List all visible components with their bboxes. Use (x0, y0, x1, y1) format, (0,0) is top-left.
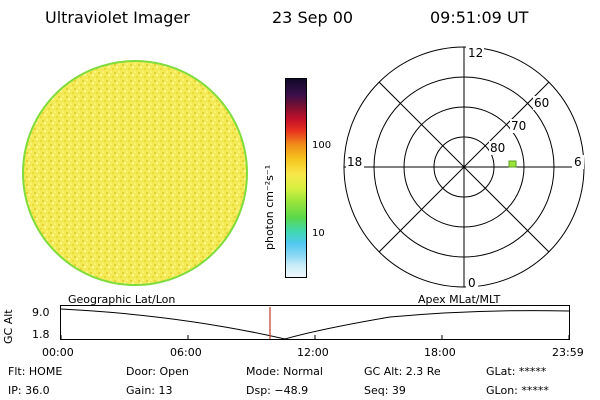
info-mode: Mode: Normal (246, 365, 323, 378)
info-glat: GLat: ***** (486, 365, 547, 378)
color-scale-bar (285, 78, 307, 278)
mlt-label-0: 0 (468, 276, 476, 290)
info-gc-alt: GC Alt: 2.3 Re (364, 365, 441, 378)
uv-image-disk (22, 60, 248, 286)
polar-mlat-mlt-plot: 12 18 6 0 80 70 60 (343, 46, 585, 290)
x-tick-1800: 18:00 (424, 346, 456, 359)
alt-tick-9: 9.0 (32, 306, 50, 319)
altitude-timeline-plot (60, 305, 570, 340)
info-seq: Seq: 39 (364, 384, 406, 397)
time-label: 09:51:09 UT (430, 8, 529, 27)
mlt-label-18: 18 (347, 155, 362, 169)
x-tick-0600: 06:00 (170, 346, 202, 359)
apex-caption: Apex MLat/MLT (418, 293, 501, 306)
lat-label-80: 80 (490, 141, 505, 155)
polar-data-point (508, 160, 517, 168)
colorbar-unit-label: photon cm⁻²s⁻¹ (263, 164, 276, 250)
info-glon: GLon: ***** (486, 384, 549, 397)
info-flt: Flt: HOME (8, 365, 63, 378)
x-tick-0000: 00:00 (42, 346, 74, 359)
colorbar-tick-10: 10 (312, 228, 325, 239)
altitude-ylabel: GC Alt (2, 309, 15, 344)
colorbar-tick-100: 100 (312, 140, 332, 151)
altitude-curve (60, 308, 570, 340)
info-dsp: Dsp: −48.9 (246, 384, 309, 397)
info-gain: Gain: 13 (126, 384, 173, 397)
geographic-caption: Geographic Lat/Lon (68, 293, 176, 306)
date-label: 23 Sep 00 (272, 8, 354, 27)
info-door: Door: Open (126, 365, 189, 378)
lat-label-60: 60 (534, 96, 549, 110)
lat-label-70: 70 (511, 119, 526, 133)
x-tick-1200: 12:00 (297, 346, 329, 359)
info-ip: IP: 36.0 (8, 384, 50, 397)
mlt-label-12: 12 (468, 46, 483, 60)
alt-tick-1-8: 1.8 (32, 328, 50, 341)
x-tick-2359: 23:59 (552, 346, 584, 359)
polar-diagonal-2 (378, 81, 550, 253)
mlt-label-6: 6 (574, 155, 582, 169)
app-title: Ultraviolet Imager (45, 8, 190, 27)
